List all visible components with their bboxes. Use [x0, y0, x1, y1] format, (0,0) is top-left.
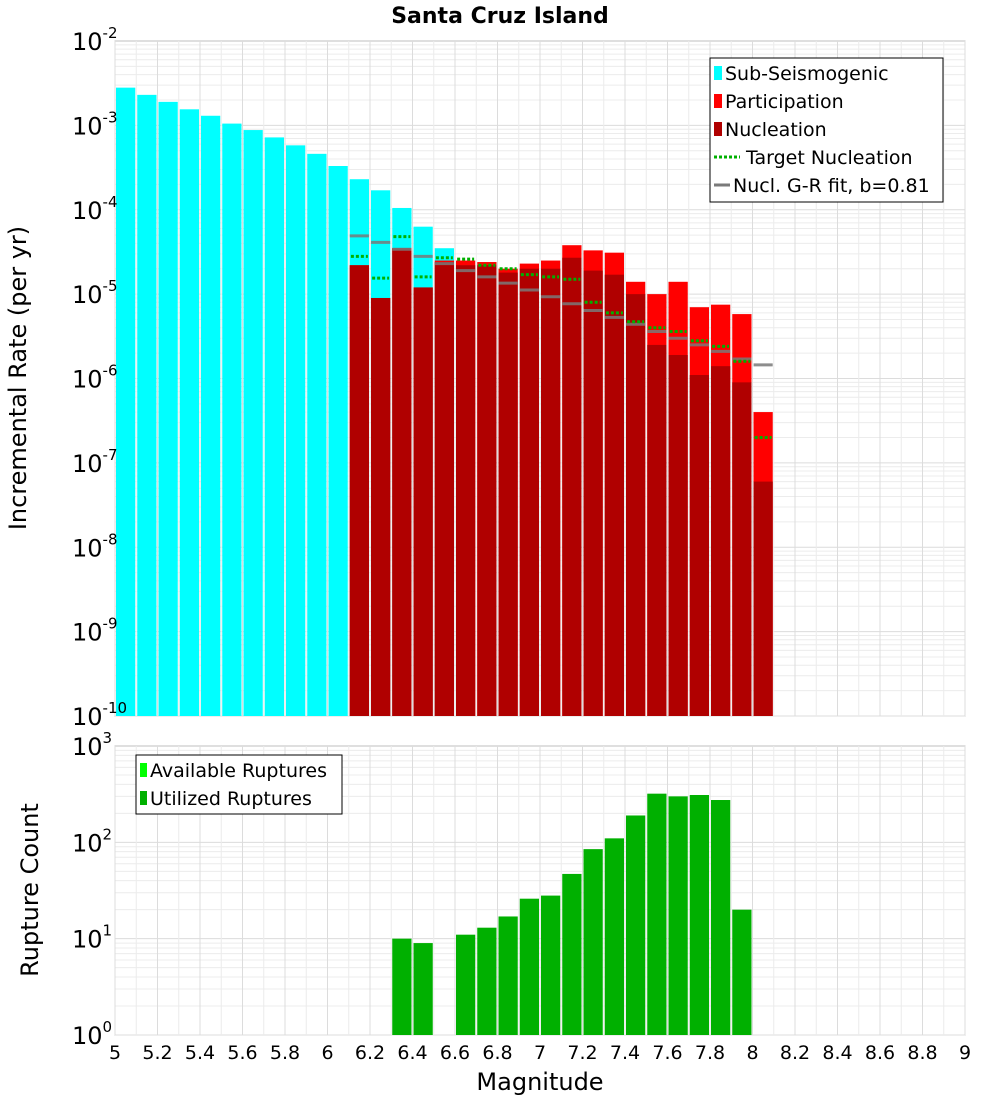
- x-tick-label: 5: [109, 1042, 121, 1064]
- bar-utilized-ruptures: [541, 895, 561, 1035]
- count-legend: Available Ruptures Utilized Ruptures: [135, 754, 343, 815]
- x-tick-label: 7.6: [652, 1042, 682, 1064]
- bar-sub-seismogenic: [264, 137, 284, 716]
- bar-utilized-ruptures: [562, 873, 582, 1035]
- bar-utilized-ruptures: [732, 909, 752, 1035]
- x-tick-label: 6.6: [440, 1042, 470, 1064]
- bar-utilized-ruptures: [604, 838, 624, 1035]
- x-tick-label: 8.6: [865, 1042, 895, 1064]
- x-tick-label: 8.8: [907, 1042, 937, 1064]
- x-tick-label: 5.4: [185, 1042, 215, 1064]
- bar-nucleation: [456, 265, 476, 716]
- legend-swatch-available-ruptures: [140, 763, 147, 777]
- bar-utilized-ruptures: [626, 815, 646, 1035]
- bar-nucleation: [583, 270, 603, 716]
- x-tick-label: 5.2: [142, 1042, 172, 1064]
- bar-nucleation: [434, 262, 454, 716]
- bar-sub-seismogenic: [116, 87, 136, 716]
- bar-nucleation: [711, 366, 731, 716]
- x-tick-label: 9: [959, 1042, 971, 1064]
- bar-sub-seismogenic: [137, 94, 157, 716]
- bar-sub-seismogenic: [286, 145, 306, 717]
- legend-swatch-participation: [714, 94, 722, 108]
- rate-plot-lines: [349, 234, 773, 439]
- x-tick-label: 8.2: [780, 1042, 810, 1064]
- bar-sub-seismogenic: [158, 101, 178, 716]
- x-tick-label: 8.4: [822, 1042, 852, 1064]
- bar-nucleation: [732, 382, 752, 716]
- x-tick-label: 5.6: [227, 1042, 257, 1064]
- x-tick-label: 6: [321, 1042, 333, 1064]
- bar-utilized-ruptures: [519, 898, 539, 1035]
- bar-sub-seismogenic: [243, 130, 263, 717]
- x-axis-label: Magnitude: [476, 1068, 603, 1096]
- rate-legend: Sub-Seismogenic Participation Nucleation…: [709, 57, 944, 203]
- bar-utilized-ruptures: [711, 800, 731, 1035]
- x-tick-label: 7.4: [610, 1042, 640, 1064]
- rate-plot-panel: 10-210-310-410-510-610-710-810-910-10 In…: [4, 24, 966, 731]
- chart-title: Santa Cruz Island: [391, 4, 609, 29]
- bar-nucleation: [562, 257, 582, 716]
- legend-swatch-nucleation: [714, 122, 722, 136]
- x-tick-label: 5.8: [270, 1042, 300, 1064]
- bar-utilized-ruptures: [647, 793, 667, 1035]
- x-tick-label: 7: [534, 1042, 546, 1064]
- legend-swatch-utilized-ruptures: [140, 791, 147, 805]
- legend-label-utilized-ruptures: Utilized Ruptures: [150, 788, 312, 810]
- x-tick-label: 7.8: [695, 1042, 725, 1064]
- bar-nucleation: [371, 297, 391, 716]
- bar-nucleation: [498, 272, 518, 716]
- count-y-axis-label: Rupture Count: [16, 803, 44, 977]
- bar-nucleation: [647, 344, 667, 716]
- bar-nucleation: [689, 375, 709, 716]
- bar-utilized-ruptures: [413, 943, 433, 1035]
- legend-label-gr-fit: Nucl. G-R fit, b=0.81: [733, 175, 930, 197]
- bar-utilized-ruptures: [392, 938, 412, 1035]
- x-tick-label: 8: [746, 1042, 758, 1064]
- bar-utilized-ruptures: [456, 934, 476, 1035]
- bar-nucleation: [349, 265, 369, 716]
- bar-sub-seismogenic: [307, 153, 327, 716]
- bar-utilized-ruptures: [583, 849, 603, 1035]
- count-plot-grid: [114, 746, 966, 1036]
- bar-nucleation: [477, 265, 497, 716]
- rate-y-tick-label: 10-8: [72, 530, 118, 562]
- legend-label-available-ruptures: Available Ruptures: [150, 760, 327, 782]
- rate-legend-box: [709, 57, 944, 203]
- bar-sub-seismogenic: [179, 109, 199, 716]
- x-tick-label: 6.4: [397, 1042, 427, 1064]
- bar-nucleation: [753, 481, 773, 716]
- x-tick-label: 6.8: [482, 1042, 512, 1064]
- count-plot-bars: [392, 793, 752, 1035]
- bar-sub-seismogenic: [328, 166, 348, 717]
- bar-nucleation: [626, 294, 646, 716]
- bar-utilized-ruptures: [498, 916, 518, 1035]
- legend-label-target-nucleation: Target Nucleation: [745, 147, 913, 169]
- bar-nucleation: [541, 268, 561, 716]
- rate-plot-bars: [116, 87, 773, 717]
- x-tick-label: 7.2: [567, 1042, 597, 1064]
- count-legend-box: [135, 754, 343, 815]
- bar-nucleation: [519, 268, 539, 716]
- bar-utilized-ruptures: [689, 794, 709, 1035]
- bar-nucleation: [604, 274, 624, 716]
- legend-label-nucleation: Nucleation: [725, 119, 827, 141]
- x-axis-ticks: 5 5.2 5.4 5.6 5.8 6 6.2 6.4 6.6 6.8 7 7.2 7.4 7.6 7.8 8…: [109, 1042, 971, 1064]
- bar-utilized-ruptures: [477, 927, 497, 1035]
- bar-nucleation: [392, 248, 412, 717]
- bar-utilized-ruptures: [668, 796, 688, 1035]
- bar-sub-seismogenic: [201, 115, 221, 716]
- x-tick-label: 6.2: [355, 1042, 385, 1064]
- bar-nucleation: [413, 287, 433, 716]
- legend-label-sub-seismogenic: Sub-Seismogenic: [725, 63, 889, 85]
- bar-sub-seismogenic: [222, 123, 242, 716]
- bar-nucleation: [668, 354, 688, 716]
- legend-label-participation: Participation: [725, 91, 844, 113]
- rate-y-axis-label: Incremental Rate (per yr): [4, 226, 32, 530]
- legend-swatch-sub-seismogenic: [714, 66, 722, 80]
- rate-y-tick-label: 10-4: [72, 193, 118, 225]
